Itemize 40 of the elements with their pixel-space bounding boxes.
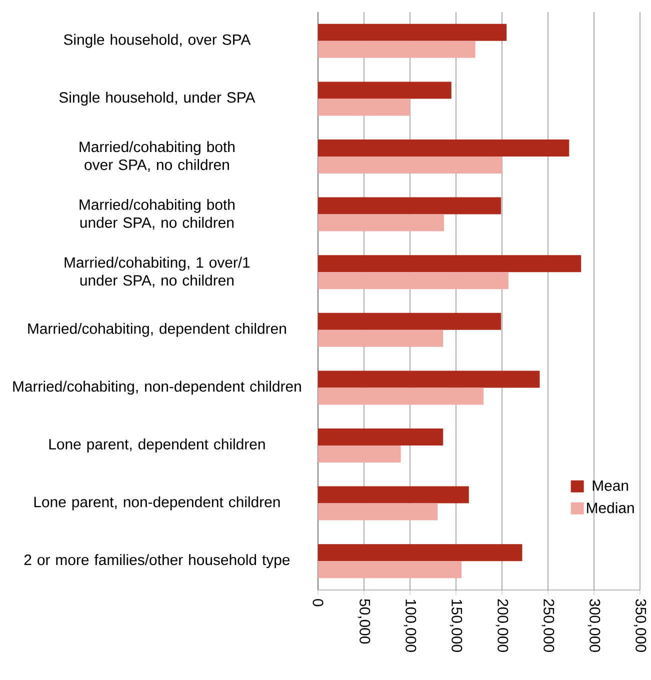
x-tick-label: 0 [312, 599, 324, 606]
bar [318, 197, 502, 214]
bar [318, 214, 444, 232]
bar [318, 312, 502, 330]
x-tick-label: 200,000 [496, 599, 508, 652]
bar [318, 156, 502, 174]
bar [318, 428, 444, 446]
bar [318, 24, 507, 41]
bar [318, 272, 508, 290]
bar [318, 446, 401, 463]
y-tick-label: Single household, under SPA [59, 92, 256, 106]
bar [318, 98, 410, 116]
y-tick-label: Lone parent, non-dependent children [34, 496, 280, 510]
x-tick-label: 50,000 [358, 599, 370, 644]
bar [318, 544, 522, 562]
x-tick-label: 350,000 [634, 599, 646, 652]
legend-label: Mean [592, 480, 628, 491]
legend-label: Median [587, 502, 634, 514]
y-tick-label: Lone parent, dependent children [49, 438, 265, 452]
y-tick-label: Married/cohabiting, non-dependent children [13, 380, 301, 395]
x-tick-label: 250,000 [542, 599, 554, 652]
bar [318, 140, 570, 156]
bar [318, 486, 469, 504]
bar [318, 388, 484, 405]
x-tick-label: 300,000 [588, 599, 600, 652]
bar [318, 561, 462, 578]
x-tick-label: 100,000 [404, 600, 416, 652]
y-tick-label: Married/cohabiting, 1 over/1 under SPA, no children [64, 256, 250, 288]
bar [318, 82, 452, 99]
bar [318, 255, 582, 272]
bar [318, 370, 540, 388]
bar [318, 330, 444, 347]
bar [318, 503, 438, 520]
y-tick-label: Married/cohabiting both under SPA, no children [80, 198, 234, 230]
y-tick-label: Married/cohabiting both over SPA, no children [80, 141, 234, 172]
bar [318, 40, 476, 58]
x-tick-label: 150,000 [450, 600, 462, 652]
y-tick-label: 2 or more families/other household type [24, 554, 290, 568]
y-tick-label: Married/cohabiting, dependent children [28, 322, 286, 337]
y-tick-label: Single household, over SPA [64, 34, 251, 48]
